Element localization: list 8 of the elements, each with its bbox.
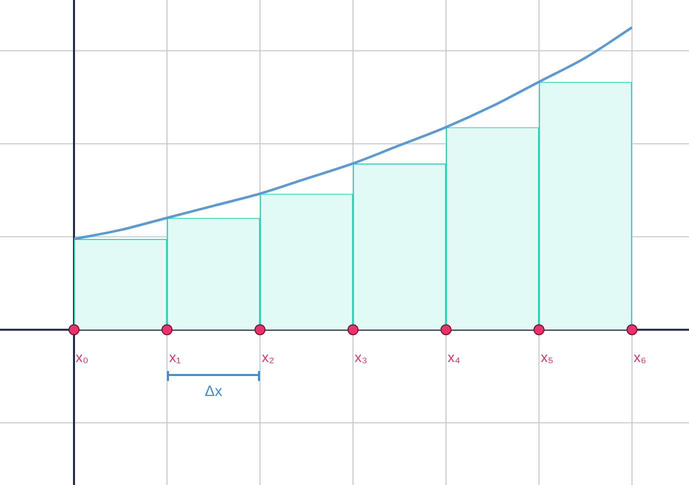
x-tick-label: x₆ (634, 348, 646, 365)
x-tick-label: x₄ (448, 348, 461, 365)
x-tick-label: x₂ (262, 348, 274, 365)
x-tick-label: x₅ (540, 348, 554, 365)
x-tick-label: x₀ (76, 348, 89, 365)
x-tick-label: x₁ (169, 348, 182, 365)
text: Δx (204, 382, 223, 400)
x-tick-label: x₃ (354, 348, 368, 365)
